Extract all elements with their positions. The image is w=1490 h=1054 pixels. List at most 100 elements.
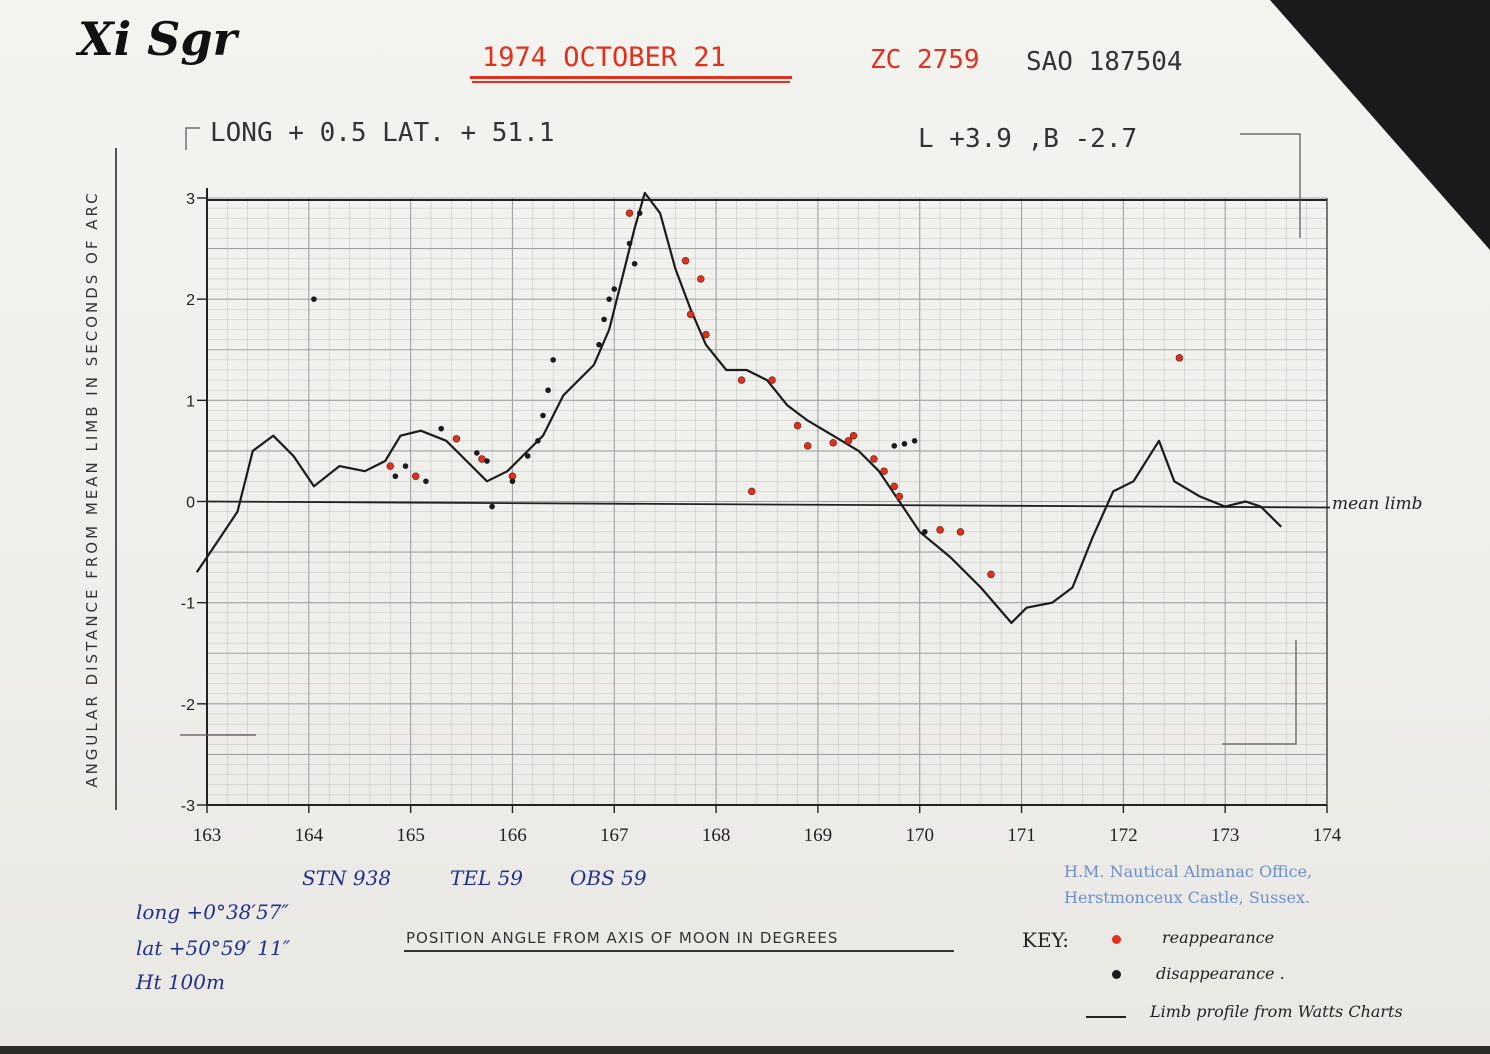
reappearance-point xyxy=(844,437,853,445)
x-axis-label: POSITION ANGLE FROM AXIS OF MOON IN DEGR… xyxy=(406,929,839,947)
disappearance-point xyxy=(550,357,556,363)
sao-number: SAO 187504 xyxy=(1026,47,1183,77)
grid xyxy=(206,197,1328,806)
disappearance-point xyxy=(535,438,541,444)
disappearance-point xyxy=(438,425,444,432)
reappearance-point xyxy=(697,275,705,283)
x-tick-label: 172 xyxy=(1109,825,1138,846)
reappearance-point xyxy=(793,421,802,430)
x-tick-label: 173 xyxy=(1211,825,1240,846)
libration-values: L +3.9 ,B -2.7 xyxy=(918,124,1138,154)
y-tick-label: -2 xyxy=(181,697,195,714)
observer-latitude: lat +50°59′ 11″ xyxy=(136,936,291,960)
bracket-top-right xyxy=(1240,133,1301,238)
reappearance-point xyxy=(890,482,898,491)
reappearance-point xyxy=(956,528,965,536)
reappearance-point xyxy=(1175,354,1184,362)
disappearance-point xyxy=(631,260,638,267)
disappearance-point xyxy=(626,240,633,247)
disappearance-point xyxy=(596,341,602,348)
key-reappearance-label: reappearance xyxy=(1162,928,1275,947)
y-tick-label: -1 xyxy=(181,596,195,613)
key-disappearance-label: disappearance . xyxy=(1156,964,1285,983)
x-tick-label: 170 xyxy=(905,825,934,846)
observer-number: OBS 59 xyxy=(570,866,647,890)
disappearance-point xyxy=(402,463,409,469)
reappearance-point xyxy=(681,257,690,265)
reappearance-point xyxy=(870,455,878,463)
disappearance-point xyxy=(311,296,317,302)
x-tick-label: 164 xyxy=(295,825,324,846)
disappearance-point xyxy=(545,387,551,394)
disappearance-point xyxy=(636,210,643,216)
observer-height: Ht 100m xyxy=(136,970,225,994)
axis-tick-labels: 163 164 165 166 167 168 169 170 171 172 173 174 3 2 1 0… xyxy=(181,191,1342,846)
date-underline-2 xyxy=(472,81,790,83)
telescope-number: TEL 59 xyxy=(450,866,524,890)
disappearance-point xyxy=(901,441,908,447)
disappearance-point xyxy=(911,438,918,444)
disappearance-point xyxy=(484,458,490,464)
limb-profile-line xyxy=(195,191,1282,625)
bottom-edge-strip xyxy=(0,1046,1490,1054)
timing-points xyxy=(311,209,1184,579)
reappearance-point xyxy=(452,435,461,443)
reappearance-point xyxy=(748,487,756,496)
x-tick-label: 171 xyxy=(1007,825,1036,846)
y-tick-label: 2 xyxy=(186,292,195,309)
x-tick-label: 169 xyxy=(804,825,833,846)
disappearance-point xyxy=(392,473,399,480)
x-tick-label: 165 xyxy=(396,825,425,846)
reappearance-point xyxy=(386,462,394,470)
disappearance-point xyxy=(606,296,612,302)
disappearance-point xyxy=(891,443,898,449)
y-tick-label: -3 xyxy=(181,798,195,815)
disappearance-point xyxy=(601,316,607,323)
key-reappearance-dot xyxy=(1112,935,1121,944)
bracket-bottom-right xyxy=(1222,640,1297,745)
x-tick-label: 167 xyxy=(600,825,629,846)
y-tick-label: 1 xyxy=(186,393,195,410)
reappearance-point xyxy=(987,570,995,579)
y-axis-label-rule xyxy=(115,148,117,810)
disappearance-point xyxy=(540,412,546,419)
disappearance-point xyxy=(922,529,928,535)
reappearance-point xyxy=(829,439,837,447)
reappearance-point xyxy=(804,442,812,450)
reappearance-point xyxy=(768,376,776,384)
y-tick-label: 0 xyxy=(186,495,195,512)
reappearance-point xyxy=(686,310,695,319)
disappearance-point xyxy=(489,503,495,510)
x-tick-label: 163 xyxy=(193,825,222,846)
key-title: KEY: xyxy=(1022,928,1070,952)
chart-frame xyxy=(180,127,1331,806)
handwritten-title: Xi Sgr xyxy=(78,12,237,66)
key-disappearance-dot xyxy=(1112,970,1121,979)
y-axis-label: ANGULAR DISTANCE FROM MEAN LIMB IN SECON… xyxy=(83,190,101,788)
date-underline xyxy=(470,76,792,79)
reappearance-point xyxy=(880,467,888,475)
office-line-1: H.M. Nautical Almanac Office, xyxy=(1064,862,1313,881)
bracket-top-left xyxy=(185,127,200,150)
station-number: STN 938 xyxy=(302,866,392,890)
limb-profile-path xyxy=(195,191,1282,625)
zc-number: ZC 2759 xyxy=(870,45,980,75)
x-axis-label-underline xyxy=(404,950,954,952)
disappearance-point xyxy=(474,450,480,456)
reappearance-point xyxy=(737,376,746,384)
key-limb-label: Limb profile from Watts Charts xyxy=(1150,1002,1403,1021)
x-tick-label: 174 xyxy=(1313,825,1342,846)
mean-limb-label: mean limb xyxy=(1332,494,1423,514)
reappearance-point xyxy=(702,330,710,339)
disappearance-point xyxy=(524,453,531,459)
reappearance-point xyxy=(412,472,420,480)
key-limb-line xyxy=(1086,1016,1126,1018)
reappearance-point xyxy=(849,432,858,440)
x-tick-label: 168 xyxy=(702,825,731,846)
x-tick-label: 166 xyxy=(498,825,527,846)
disappearance-point xyxy=(423,478,429,485)
observation-date: 1974 OCTOBER 21 xyxy=(482,42,726,73)
reappearance-point xyxy=(936,526,944,534)
